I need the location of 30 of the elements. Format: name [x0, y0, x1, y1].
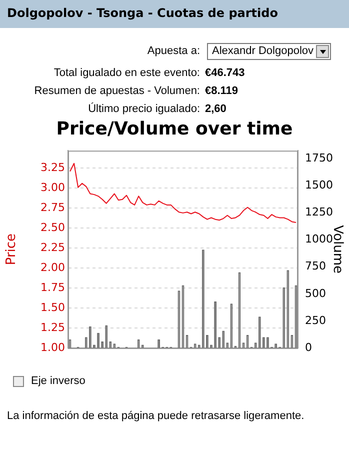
- dropdown-field: Alexandr Dolgopolov: [207, 43, 331, 60]
- chart-title: Price/Volume over time: [56, 118, 293, 140]
- y2-tick-label: 0: [305, 340, 312, 354]
- text: €8.119: [205, 85, 238, 97]
- y-tick-label: 3.00: [40, 181, 65, 194]
- y-tick-label: 1.75: [40, 280, 65, 294]
- text: Apuesta a:: [146, 45, 200, 57]
- y-tick-label: 2.75: [40, 201, 65, 214]
- y-axis-title: Price: [4, 233, 20, 266]
- text: Dolgopolov - Tsonga - Cuotas de partido: [7, 6, 278, 20]
- y2-tick-label: 500: [305, 286, 326, 300]
- text: Eje inverso: [31, 375, 86, 387]
- y2-tick-label: 750: [305, 260, 326, 273]
- text: Total igualado en este evento:: [52, 67, 200, 79]
- y2-tick-label: 250: [305, 314, 326, 327]
- y2-tick-label: 1250: [305, 206, 333, 219]
- text: 2,60: [205, 103, 226, 115]
- text: €46.743: [205, 67, 245, 79]
- y-tick-label: 2.00: [40, 260, 65, 274]
- y-tick-label: 3.25: [40, 161, 65, 174]
- text: La información de esta página puede retrasarse ligeramente.: [7, 410, 304, 422]
- y-tick-label: 1.00: [40, 340, 65, 354]
- y-tick-label: 2.50: [40, 220, 65, 234]
- text: Último precio igualado:: [87, 103, 200, 115]
- y2-tick-label: 1750: [305, 152, 333, 165]
- y-tick-label: 1.25: [40, 320, 65, 334]
- text: Resumen de apuestas - Volumen:: [33, 85, 200, 97]
- y2-tick-label: 1500: [305, 178, 333, 192]
- y-tick-label: 2.25: [40, 240, 65, 254]
- y-tick-label: 1.50: [40, 300, 65, 314]
